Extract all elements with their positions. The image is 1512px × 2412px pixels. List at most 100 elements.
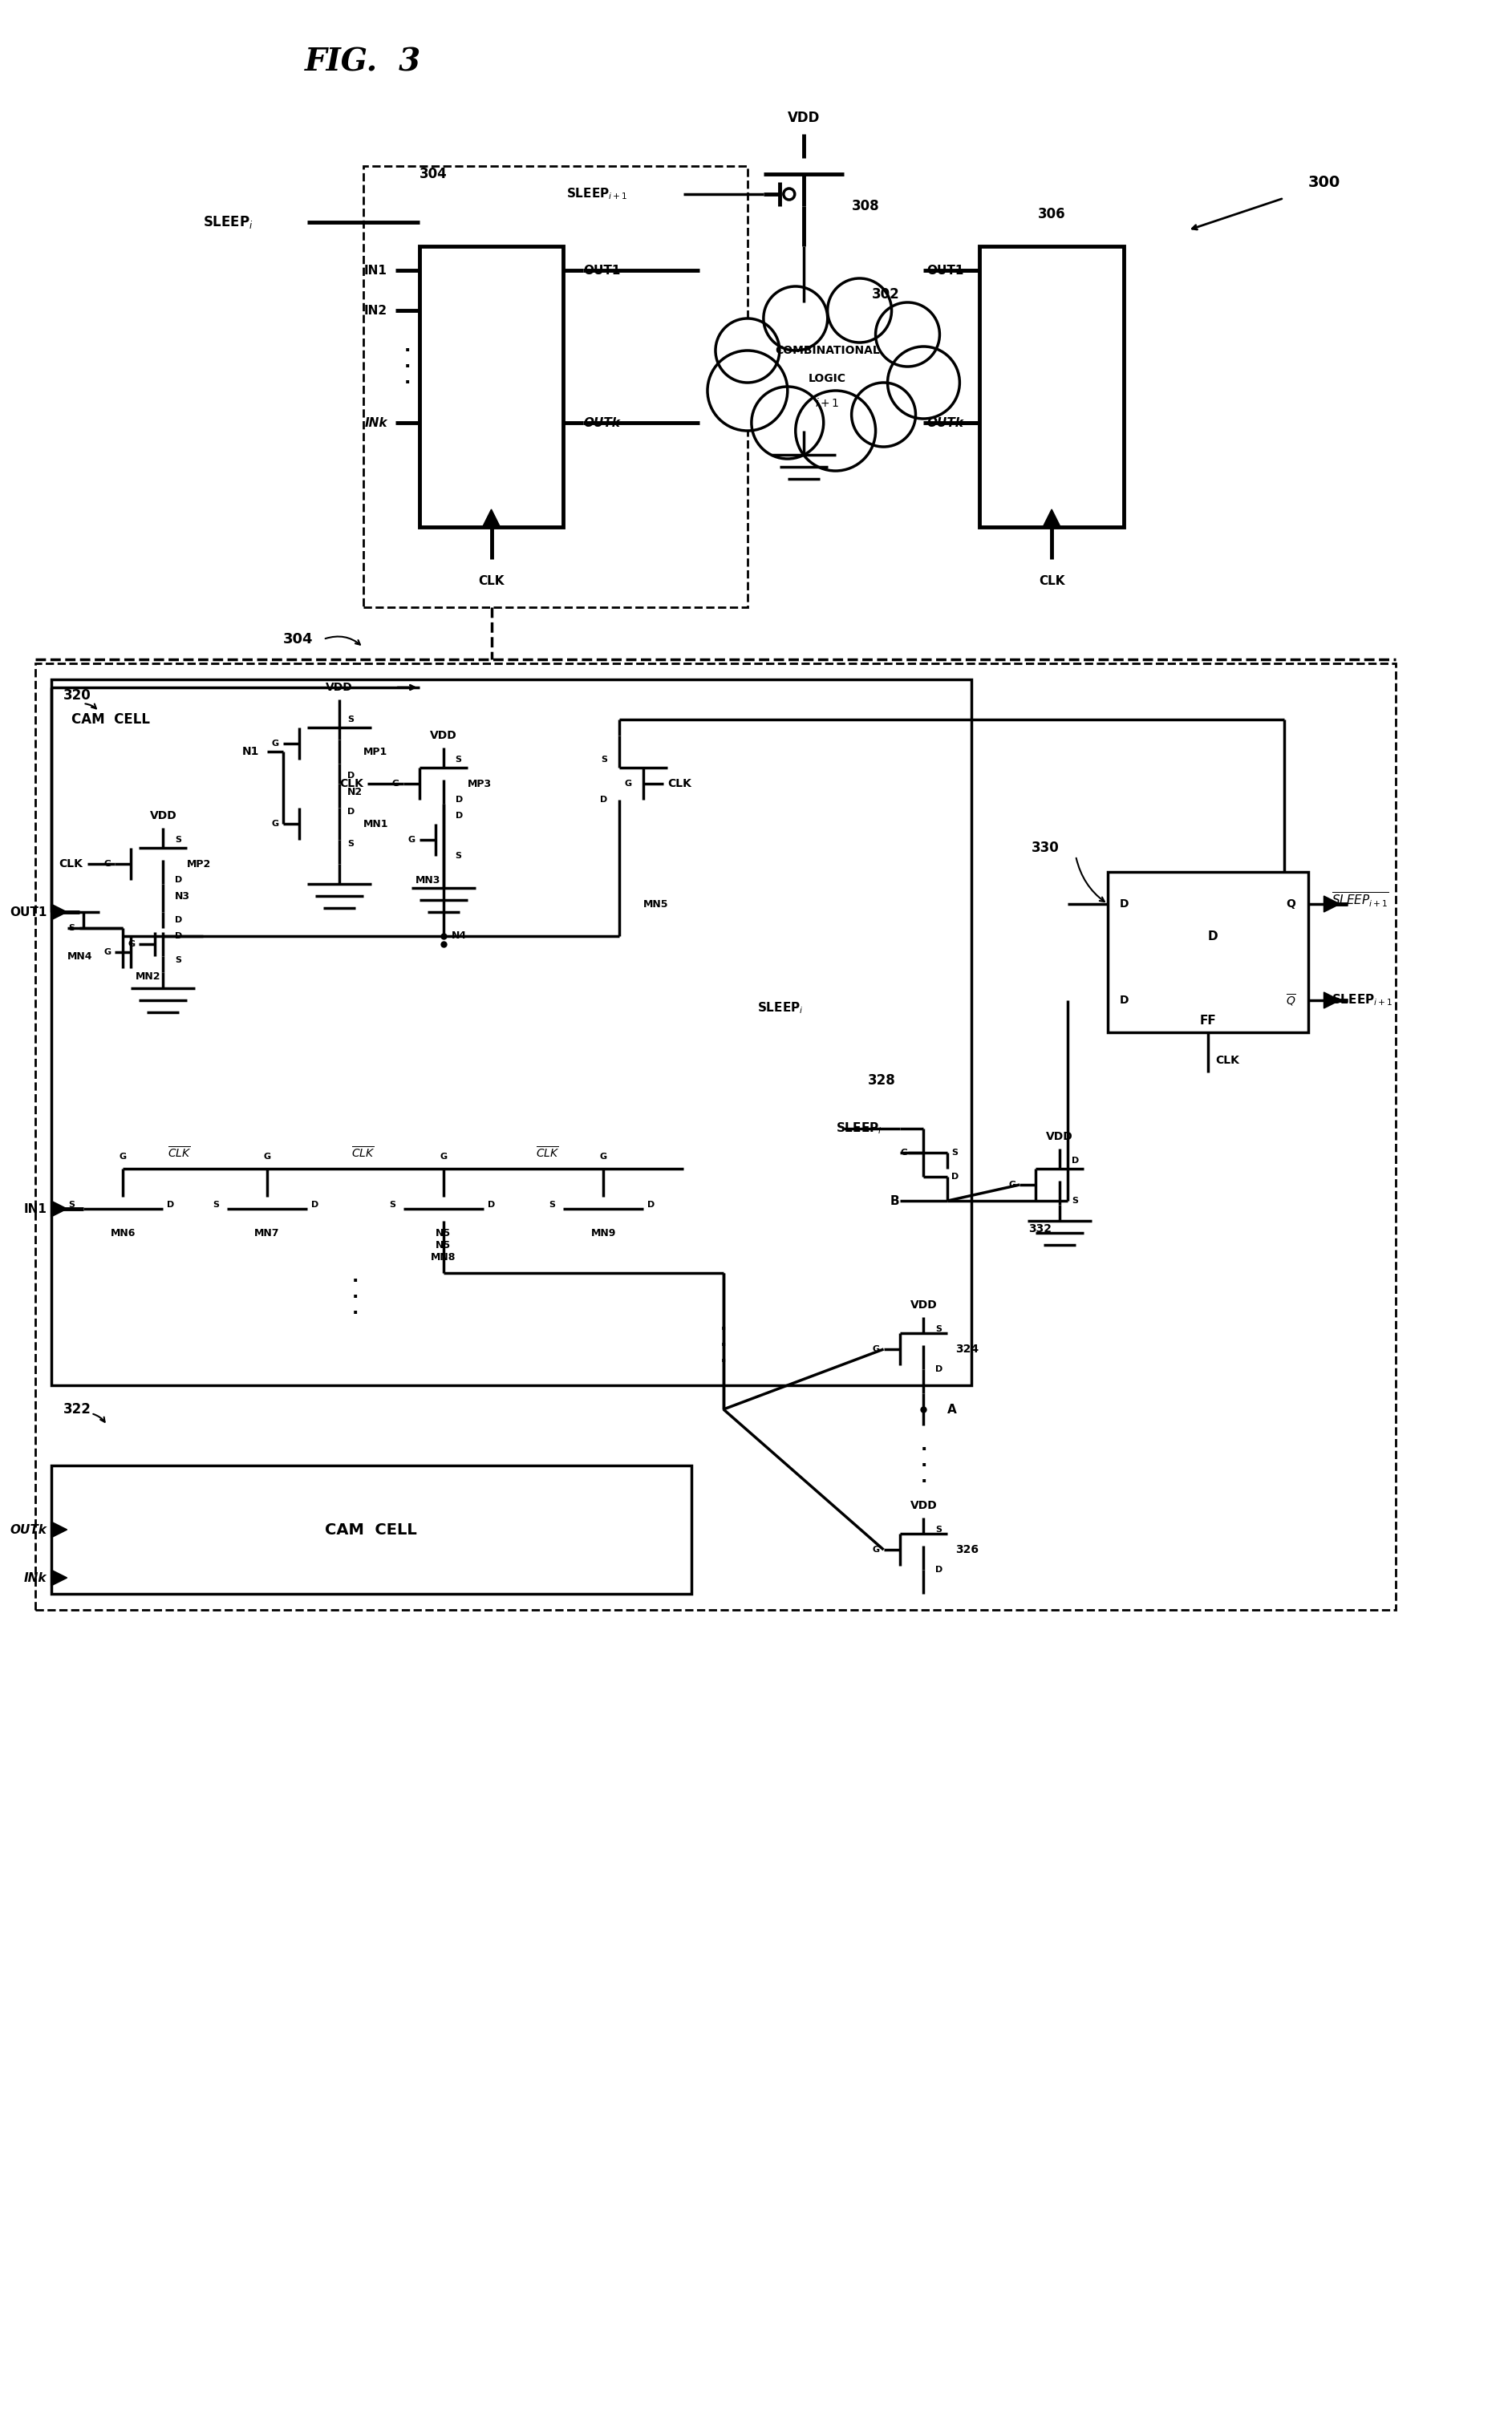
Text: 332: 332 [1028, 1223, 1052, 1235]
Text: SLEEP$_i$: SLEEP$_i$ [203, 215, 254, 229]
Polygon shape [51, 1201, 67, 1216]
Text: S: S [1072, 1196, 1078, 1206]
Text: COMBINATIONAL: COMBINATIONAL [776, 345, 880, 357]
Text: D: D [175, 917, 183, 924]
Bar [51, 1466, 691, 1594]
Bar [51, 680, 972, 1384]
Text: INk: INk [24, 1573, 47, 1585]
Bar [35, 663, 1396, 1609]
Text: MN2: MN2 [135, 972, 160, 982]
Text: G: G [440, 1153, 448, 1160]
Bar [419, 246, 564, 526]
Text: D: D [168, 1201, 174, 1208]
Text: ·: · [404, 374, 411, 391]
Text: S: S [951, 1148, 959, 1158]
Text: D: D [1120, 897, 1129, 909]
Text: $\overline{Q}$: $\overline{Q}$ [1285, 991, 1296, 1008]
Text: MN3: MN3 [416, 876, 440, 885]
Text: ·: · [352, 1274, 358, 1288]
Text: B: B [891, 1194, 900, 1206]
Circle shape [795, 391, 875, 470]
Text: ·: · [352, 1305, 358, 1322]
Text: G: G [872, 1346, 880, 1353]
Text: 300: 300 [1308, 174, 1340, 191]
Text: IN2: IN2 [364, 304, 387, 316]
Circle shape [708, 350, 788, 432]
Text: G: G [272, 820, 280, 827]
Text: MN4: MN4 [67, 950, 92, 962]
Circle shape [751, 386, 824, 458]
Circle shape [764, 287, 827, 350]
Text: ·: · [921, 1442, 927, 1457]
Text: MP3: MP3 [467, 779, 491, 789]
Text: 308: 308 [851, 198, 880, 212]
Text: FF: FF [1199, 1015, 1216, 1028]
Text: G: G [129, 941, 135, 948]
Text: 328: 328 [868, 1073, 895, 1088]
Text: SLEEP$_{i+1}$: SLEEP$_{i+1}$ [1332, 994, 1394, 1008]
Text: S: S [936, 1324, 942, 1334]
Text: G: G [600, 1153, 606, 1160]
Text: CAM  CELL: CAM CELL [71, 712, 150, 726]
Text: N5: N5 [435, 1228, 451, 1237]
Text: D: D [1120, 994, 1129, 1006]
Text: VDD: VDD [910, 1500, 937, 1512]
Text: ·: · [720, 1353, 727, 1370]
Text: MP1: MP1 [363, 745, 387, 757]
Text: ·: · [921, 1474, 927, 1491]
Circle shape [827, 277, 892, 343]
Text: 330: 330 [1031, 842, 1060, 856]
Text: MN5: MN5 [644, 900, 668, 909]
Text: SLEEP$_i$: SLEEP$_i$ [758, 1001, 803, 1015]
Text: $\overline{CLK}$: $\overline{CLK}$ [168, 1146, 191, 1160]
Text: D: D [455, 796, 463, 803]
Text: $\overline{SLEEP_{i+1}}$: $\overline{SLEEP_{i+1}}$ [1332, 890, 1390, 909]
Circle shape [875, 302, 939, 367]
Text: G: G [872, 1546, 880, 1553]
Text: CAM  CELL: CAM CELL [325, 1522, 417, 1536]
Text: ·: · [404, 359, 411, 374]
Text: D: D [455, 813, 463, 820]
Text: D: D [936, 1365, 943, 1372]
Text: CLK: CLK [339, 779, 363, 789]
Text: S: S [213, 1201, 219, 1208]
Text: CLK: CLK [1216, 1054, 1240, 1066]
Text: ·: · [720, 1336, 727, 1353]
Text: ·: · [720, 1322, 727, 1336]
Bar [980, 246, 1123, 526]
Text: MN6: MN6 [110, 1228, 136, 1237]
Text: OUTk: OUTk [11, 1524, 47, 1536]
Text: S: S [175, 837, 181, 844]
Text: G: G [900, 1148, 907, 1158]
Text: INk: INk [364, 417, 387, 429]
Text: VDD: VDD [1046, 1131, 1074, 1143]
Text: $i+1$: $i+1$ [815, 396, 839, 408]
Text: S: S [455, 851, 461, 861]
Text: ·: · [404, 343, 411, 359]
Text: CLK: CLK [59, 859, 83, 868]
Text: D: D [1072, 1158, 1080, 1165]
Text: S: S [549, 1201, 555, 1208]
Text: OUT1: OUT1 [584, 265, 620, 277]
Text: VDD: VDD [429, 731, 457, 740]
Text: OUTk: OUTk [927, 417, 963, 429]
Text: VDD: VDD [325, 683, 352, 692]
Text: G: G [104, 861, 110, 868]
Polygon shape [1043, 509, 1060, 526]
Text: S: S [600, 755, 608, 765]
Text: VDD: VDD [150, 810, 177, 822]
Polygon shape [1325, 991, 1340, 1008]
Text: OUT1: OUT1 [927, 265, 963, 277]
Text: D: D [936, 1565, 943, 1573]
Text: VDD: VDD [788, 111, 820, 125]
Bar [1108, 871, 1308, 1032]
Text: S: S [348, 716, 354, 724]
Text: D: D [311, 1201, 319, 1208]
Bar [363, 166, 747, 608]
Text: D: D [951, 1172, 959, 1182]
Text: S: S [936, 1527, 942, 1534]
Text: Q: Q [1287, 897, 1296, 909]
Text: S: S [348, 839, 354, 849]
Text: MP2: MP2 [187, 859, 212, 868]
Circle shape [715, 318, 780, 384]
